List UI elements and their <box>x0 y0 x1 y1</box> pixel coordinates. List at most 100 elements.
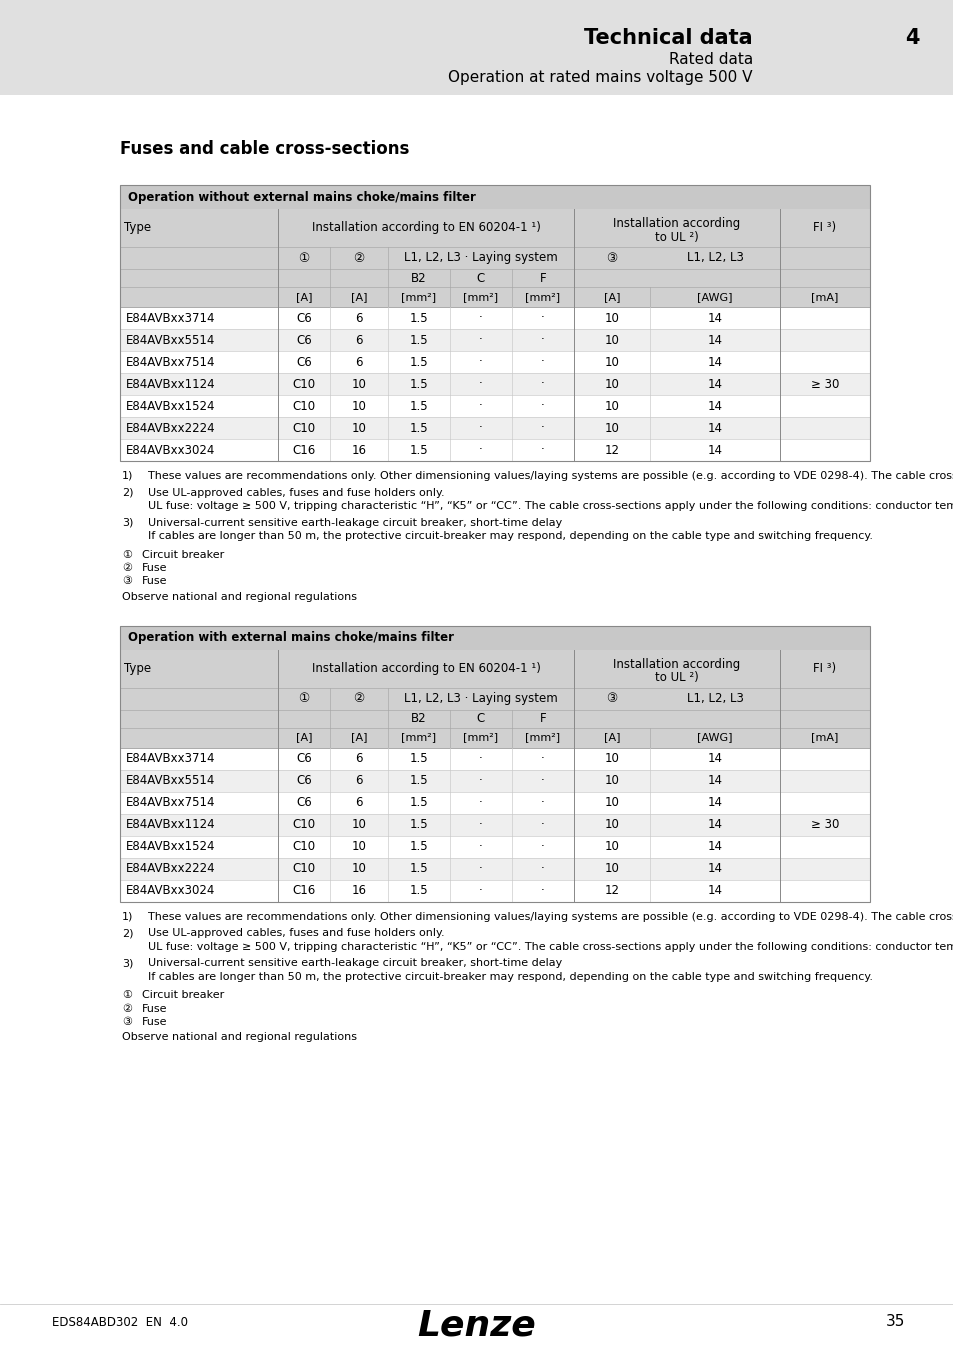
Bar <box>120 396 869 417</box>
Text: ②: ② <box>353 251 364 265</box>
Text: ③: ③ <box>606 693 617 705</box>
Text: Rated data: Rated data <box>668 53 752 68</box>
Text: E84AVBxx1524: E84AVBxx1524 <box>126 840 215 853</box>
Text: 1.5: 1.5 <box>409 355 428 369</box>
Text: Fuse: Fuse <box>142 1017 168 1027</box>
Text: 10: 10 <box>352 378 366 390</box>
Text: 6: 6 <box>355 333 362 347</box>
Text: 1.5: 1.5 <box>409 333 428 347</box>
Bar <box>120 288 869 306</box>
Text: [mA]: [mA] <box>810 733 838 743</box>
Text: 2): 2) <box>122 927 133 938</box>
Text: ·: · <box>478 333 482 347</box>
Text: ·: · <box>540 378 544 390</box>
Text: Installation according: Installation according <box>613 217 740 231</box>
Text: ·: · <box>540 400 544 413</box>
Text: Operation at rated mains voltage 500 V: Operation at rated mains voltage 500 V <box>448 70 752 85</box>
Bar <box>120 857 869 879</box>
Text: 14: 14 <box>707 312 721 324</box>
Text: 10: 10 <box>604 774 618 787</box>
Text: E84AVBxx1124: E84AVBxx1124 <box>126 818 215 832</box>
Text: [A]: [A] <box>603 292 619 302</box>
Bar <box>120 185 869 460</box>
Text: ①: ① <box>298 693 310 705</box>
Text: E84AVBxx3024: E84AVBxx3024 <box>126 444 215 456</box>
Text: 16: 16 <box>351 444 366 456</box>
Bar <box>120 269 869 288</box>
Text: 10: 10 <box>604 333 618 347</box>
Text: 4: 4 <box>904 28 919 49</box>
Text: [AWG]: [AWG] <box>697 733 732 743</box>
Text: 6: 6 <box>355 355 362 369</box>
Text: Fuses and cable cross-sections: Fuses and cable cross-sections <box>120 140 409 158</box>
Bar <box>0 0 953 95</box>
Text: C: C <box>476 711 485 725</box>
Text: Universal-current sensitive earth-leakage circuit breaker, short-time delay: Universal-current sensitive earth-leakag… <box>148 517 561 528</box>
Text: ·: · <box>540 796 544 809</box>
Text: ·: · <box>478 796 482 809</box>
Text: ≥ 30: ≥ 30 <box>810 378 839 390</box>
Text: 14: 14 <box>707 333 721 347</box>
Text: ·: · <box>540 421 544 435</box>
Text: Installation according to EN 60204-1 ¹): Installation according to EN 60204-1 ¹) <box>312 221 539 235</box>
Text: C10: C10 <box>293 400 315 413</box>
Text: 1.5: 1.5 <box>409 796 428 809</box>
Text: L1, L2, L3 · Laying system: L1, L2, L3 · Laying system <box>404 251 558 265</box>
Text: 10: 10 <box>604 752 618 765</box>
Text: L1, L2, L3 · Laying system: L1, L2, L3 · Laying system <box>404 693 558 705</box>
Text: 14: 14 <box>707 400 721 413</box>
Text: 10: 10 <box>604 400 618 413</box>
Text: [mA]: [mA] <box>810 292 838 302</box>
Text: 6: 6 <box>355 774 362 787</box>
Text: UL fuse: voltage ≥ 500 V, tripping characteristic “H”, “K5” or “CC”. The cable c: UL fuse: voltage ≥ 500 V, tripping chara… <box>148 501 953 512</box>
Text: ·: · <box>540 444 544 456</box>
Text: ·: · <box>540 818 544 832</box>
Text: EDS84ABD302  EN  4.0: EDS84ABD302 EN 4.0 <box>52 1315 188 1328</box>
Text: [mm²]: [mm²] <box>525 292 560 302</box>
Text: C: C <box>476 271 485 285</box>
Text: ③: ③ <box>122 576 132 586</box>
Text: 10: 10 <box>352 818 366 832</box>
Text: [A]: [A] <box>295 733 312 743</box>
Text: C10: C10 <box>293 421 315 435</box>
Bar <box>120 748 869 770</box>
Text: C16: C16 <box>292 444 315 456</box>
Text: 14: 14 <box>707 774 721 787</box>
Text: [A]: [A] <box>295 292 312 302</box>
Text: C6: C6 <box>295 333 312 347</box>
Bar <box>120 649 869 687</box>
Text: ≥ 30: ≥ 30 <box>810 818 839 832</box>
Text: Circuit breaker: Circuit breaker <box>142 990 224 1000</box>
Text: 14: 14 <box>707 796 721 809</box>
Text: 1): 1) <box>122 911 133 922</box>
Text: E84AVBxx3024: E84AVBxx3024 <box>126 884 215 896</box>
Text: ·: · <box>478 378 482 390</box>
Text: ①: ① <box>122 549 132 559</box>
Text: 6: 6 <box>355 796 362 809</box>
Text: Circuit breaker: Circuit breaker <box>142 549 224 559</box>
Text: Use UL-approved cables, fuses and fuse holders only.: Use UL-approved cables, fuses and fuse h… <box>148 487 444 498</box>
Text: E84AVBxx5514: E84AVBxx5514 <box>126 774 215 787</box>
Text: FI ³): FI ³) <box>813 221 836 235</box>
Text: 10: 10 <box>604 796 618 809</box>
Text: These values are recommendations only. Other dimensioning values/laying systems : These values are recommendations only. O… <box>148 911 953 922</box>
Text: Technical data: Technical data <box>584 28 752 49</box>
Text: E84AVBxx2224: E84AVBxx2224 <box>126 863 215 875</box>
Text: E84AVBxx2224: E84AVBxx2224 <box>126 421 215 435</box>
Text: ·: · <box>478 863 482 875</box>
Bar <box>120 836 869 857</box>
Text: 14: 14 <box>707 863 721 875</box>
Text: E84AVBxx1524: E84AVBxx1524 <box>126 400 215 413</box>
Text: C6: C6 <box>295 355 312 369</box>
Text: ·: · <box>478 421 482 435</box>
Text: Fuse: Fuse <box>142 563 168 572</box>
Text: Type: Type <box>124 662 151 675</box>
Text: C10: C10 <box>293 818 315 832</box>
Text: ①: ① <box>298 251 310 265</box>
Text: L1, L2, L3: L1, L2, L3 <box>686 251 742 265</box>
Text: If cables are longer than 50 m, the protective circuit-breaker may respond, depe: If cables are longer than 50 m, the prot… <box>148 531 872 541</box>
Text: Observe national and regional regulations: Observe national and regional regulation… <box>122 593 356 602</box>
Text: 1): 1) <box>122 471 133 481</box>
Text: These values are recommendations only. Other dimensioning values/laying systems : These values are recommendations only. O… <box>148 471 953 481</box>
Text: ·: · <box>540 312 544 324</box>
